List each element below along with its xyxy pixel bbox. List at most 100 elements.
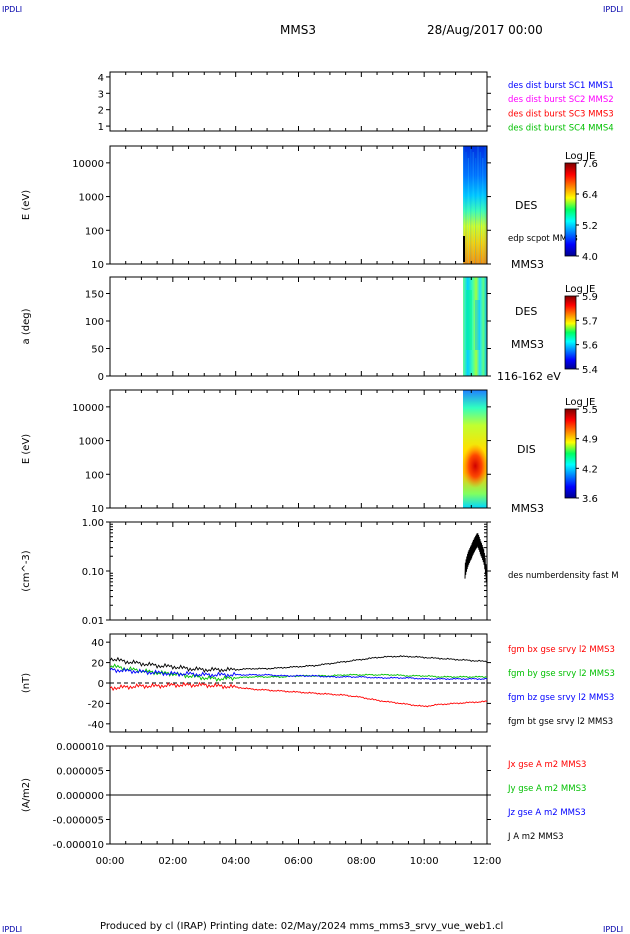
des-pitch-patch — [466, 290, 472, 350]
current-ytick-label: 0.000000 — [56, 791, 104, 802]
density-line — [464, 533, 488, 594]
edp-scpot-label: edp scpot MMS3 — [508, 234, 578, 244]
bfield-ytick-label: -40 — [88, 720, 104, 731]
des-energy-colorbar-tick-label: 6.4 — [582, 190, 598, 201]
density-ytick-label: 0.01 — [82, 616, 104, 627]
des-energy-ytick-label: 100 — [85, 226, 104, 237]
bfield-legend-4: fgm bt gse srvy l2 MMS3 — [508, 717, 613, 727]
corner-label-top-right: IPDLI — [603, 5, 623, 14]
des-pitch-colorbar-tick-label: 5.6 — [582, 341, 598, 352]
dis-energy-ytick-label: 1000 — [79, 437, 104, 448]
dis-energy-spacecraft: MMS3 — [511, 502, 544, 515]
current-legend-2: Jy gse A m2 MMS3 — [507, 784, 586, 794]
des-pitch-panel-frame — [109, 276, 488, 377]
des-energy-colorbar-tick-label: 4.0 — [582, 252, 598, 263]
bfield-ytick-label: -20 — [88, 699, 104, 710]
des-pitch-colorbar — [564, 295, 577, 370]
des-pitch-colorbar-tick-label: 5.9 — [582, 292, 598, 303]
dis-energy-ylabel: E (eV) — [21, 434, 32, 464]
time-tick-label: 12:00 — [473, 856, 502, 867]
des-pitch-colorbar-title: Log JE — [565, 284, 595, 295]
dis-energy-hot-region — [461, 444, 487, 488]
des-pitch-colorbar-tick-label: 5.7 — [582, 316, 598, 327]
time-tick-label: 08:00 — [347, 856, 376, 867]
des-energy-stripe — [475, 158, 477, 264]
corner-label-bottom-left: IPDLI — [2, 925, 22, 934]
des-pitch-spacecraft: MMS3 — [511, 338, 544, 351]
current-legend-1: Jx gse A m2 MMS3 — [507, 760, 586, 770]
des-energy-stripe — [467, 158, 469, 264]
time-tick-label: 02:00 — [158, 856, 187, 867]
des-energy-ytick-label: 10000 — [72, 159, 104, 170]
time-tick-label: 00:00 — [96, 856, 125, 867]
dis-energy-label: DIS — [517, 443, 536, 456]
dis-energy-ytick-label: 10 — [91, 504, 104, 515]
corner-label-top-left: IPDLI — [2, 5, 22, 14]
bfield-ytick-label: 40 — [91, 638, 104, 649]
density-ylabel: (cm^-3) — [21, 550, 32, 591]
des-energy-panel-frame — [109, 145, 488, 265]
header-date: 28/Aug/2017 00:00 — [427, 23, 543, 37]
des-energy-stripe — [470, 146, 472, 264]
des-energy-stripe — [463, 146, 465, 264]
burst-legend-3: des dist burst SC3 MMS3 — [508, 109, 614, 119]
dis-energy-ytick-label: 100 — [85, 470, 104, 481]
burst-ytick-label: 2 — [98, 106, 104, 117]
current-ytick-label: -0.000010 — [53, 840, 104, 851]
burst-legend-2: des dist burst SC2 MMS2 — [508, 95, 614, 105]
current-legend-3: Jz gse A m2 MMS3 — [507, 808, 586, 818]
dis-energy-colorbar-title: Log JE — [565, 397, 595, 408]
current-ytick-label: 0.000010 — [56, 742, 104, 753]
current-legend-4: J A m2 MMS3 — [507, 832, 564, 842]
current-ylabel: (A/m2) — [21, 778, 32, 812]
bfield-legend-2: fgm by gse srvy l2 MMS3 — [508, 669, 615, 679]
burst-legend-1: des dist burst SC1 MMS1 — [508, 81, 614, 91]
dis-energy-colorbar-tick-label: 5.5 — [582, 405, 598, 416]
dis-energy-panel-frame — [109, 389, 488, 509]
des-pitch-ytick-label: 150 — [85, 290, 104, 301]
bfield-ytick-label: 0 — [98, 679, 104, 690]
des-pitch-colorbar-tick-label: 5.4 — [582, 365, 598, 376]
dis-energy-colorbar — [564, 408, 577, 499]
time-tick-label: 06:00 — [284, 856, 313, 867]
corner-label-bottom-right: IPDLI — [603, 925, 623, 934]
des-energy-spacecraft: MMS3 — [511, 258, 544, 271]
edp-scpot-trace — [463, 236, 465, 262]
des-energy-colorbar-title: Log JE — [565, 151, 595, 162]
des-pitch-ytick-label: 0 — [98, 372, 104, 383]
bfield-legend-3: fgm bz gse srvy l2 MMS3 — [508, 693, 614, 703]
burst-ytick-label: 4 — [98, 73, 104, 84]
burst-ytick-label: 3 — [98, 89, 104, 100]
density-legend: des numberdensity fast M — [508, 571, 619, 581]
dis-energy-colorbar-tick-label: 3.6 — [582, 494, 598, 505]
burst-panel-frame — [109, 71, 488, 132]
des-energy-colorbar-tick-label: 5.2 — [582, 221, 598, 232]
des-pitch-ytick-label: 100 — [85, 317, 104, 328]
des-energy-label: DES — [515, 199, 537, 212]
dis-energy-colorbar-tick-label: 4.9 — [582, 435, 598, 446]
dis-energy-ytick-label: 10000 — [72, 403, 104, 414]
time-tick-label: 04:00 — [221, 856, 250, 867]
bfield-line-3 — [109, 667, 488, 681]
current-ytick-label: 0.000005 — [56, 767, 104, 778]
des-pitch-label: DES — [515, 305, 537, 318]
density-ytick-label: 1.00 — [82, 518, 104, 529]
des-energy-stripe — [479, 152, 481, 264]
des-energy-ytick-label: 10 — [91, 260, 104, 271]
des-energy-ytick-label: 1000 — [79, 193, 104, 204]
header-spacecraft: MMS3 — [280, 23, 316, 37]
des-energy-colorbar — [564, 162, 577, 257]
bfield-ytick-label: 20 — [91, 659, 104, 670]
footer-text: Produced by cl (IRAP) Printing date: 02/… — [100, 921, 503, 932]
density-panel-frame — [109, 521, 488, 621]
des-pitch-ylabel: a (deg) — [21, 308, 32, 344]
des-energy-stripe — [477, 146, 479, 264]
bfield-legend-1: fgm bx gse srvy l2 MMS3 — [508, 645, 615, 655]
des-energy-spectrogram — [463, 146, 487, 264]
bfield-line-4 — [109, 655, 488, 674]
des-energy-stripe — [465, 152, 467, 264]
des-energy-ylabel: E (eV) — [21, 190, 32, 220]
des-pitch-energy-range: 116-162 eV — [497, 370, 561, 383]
current-ytick-label: -0.000005 — [53, 816, 104, 827]
